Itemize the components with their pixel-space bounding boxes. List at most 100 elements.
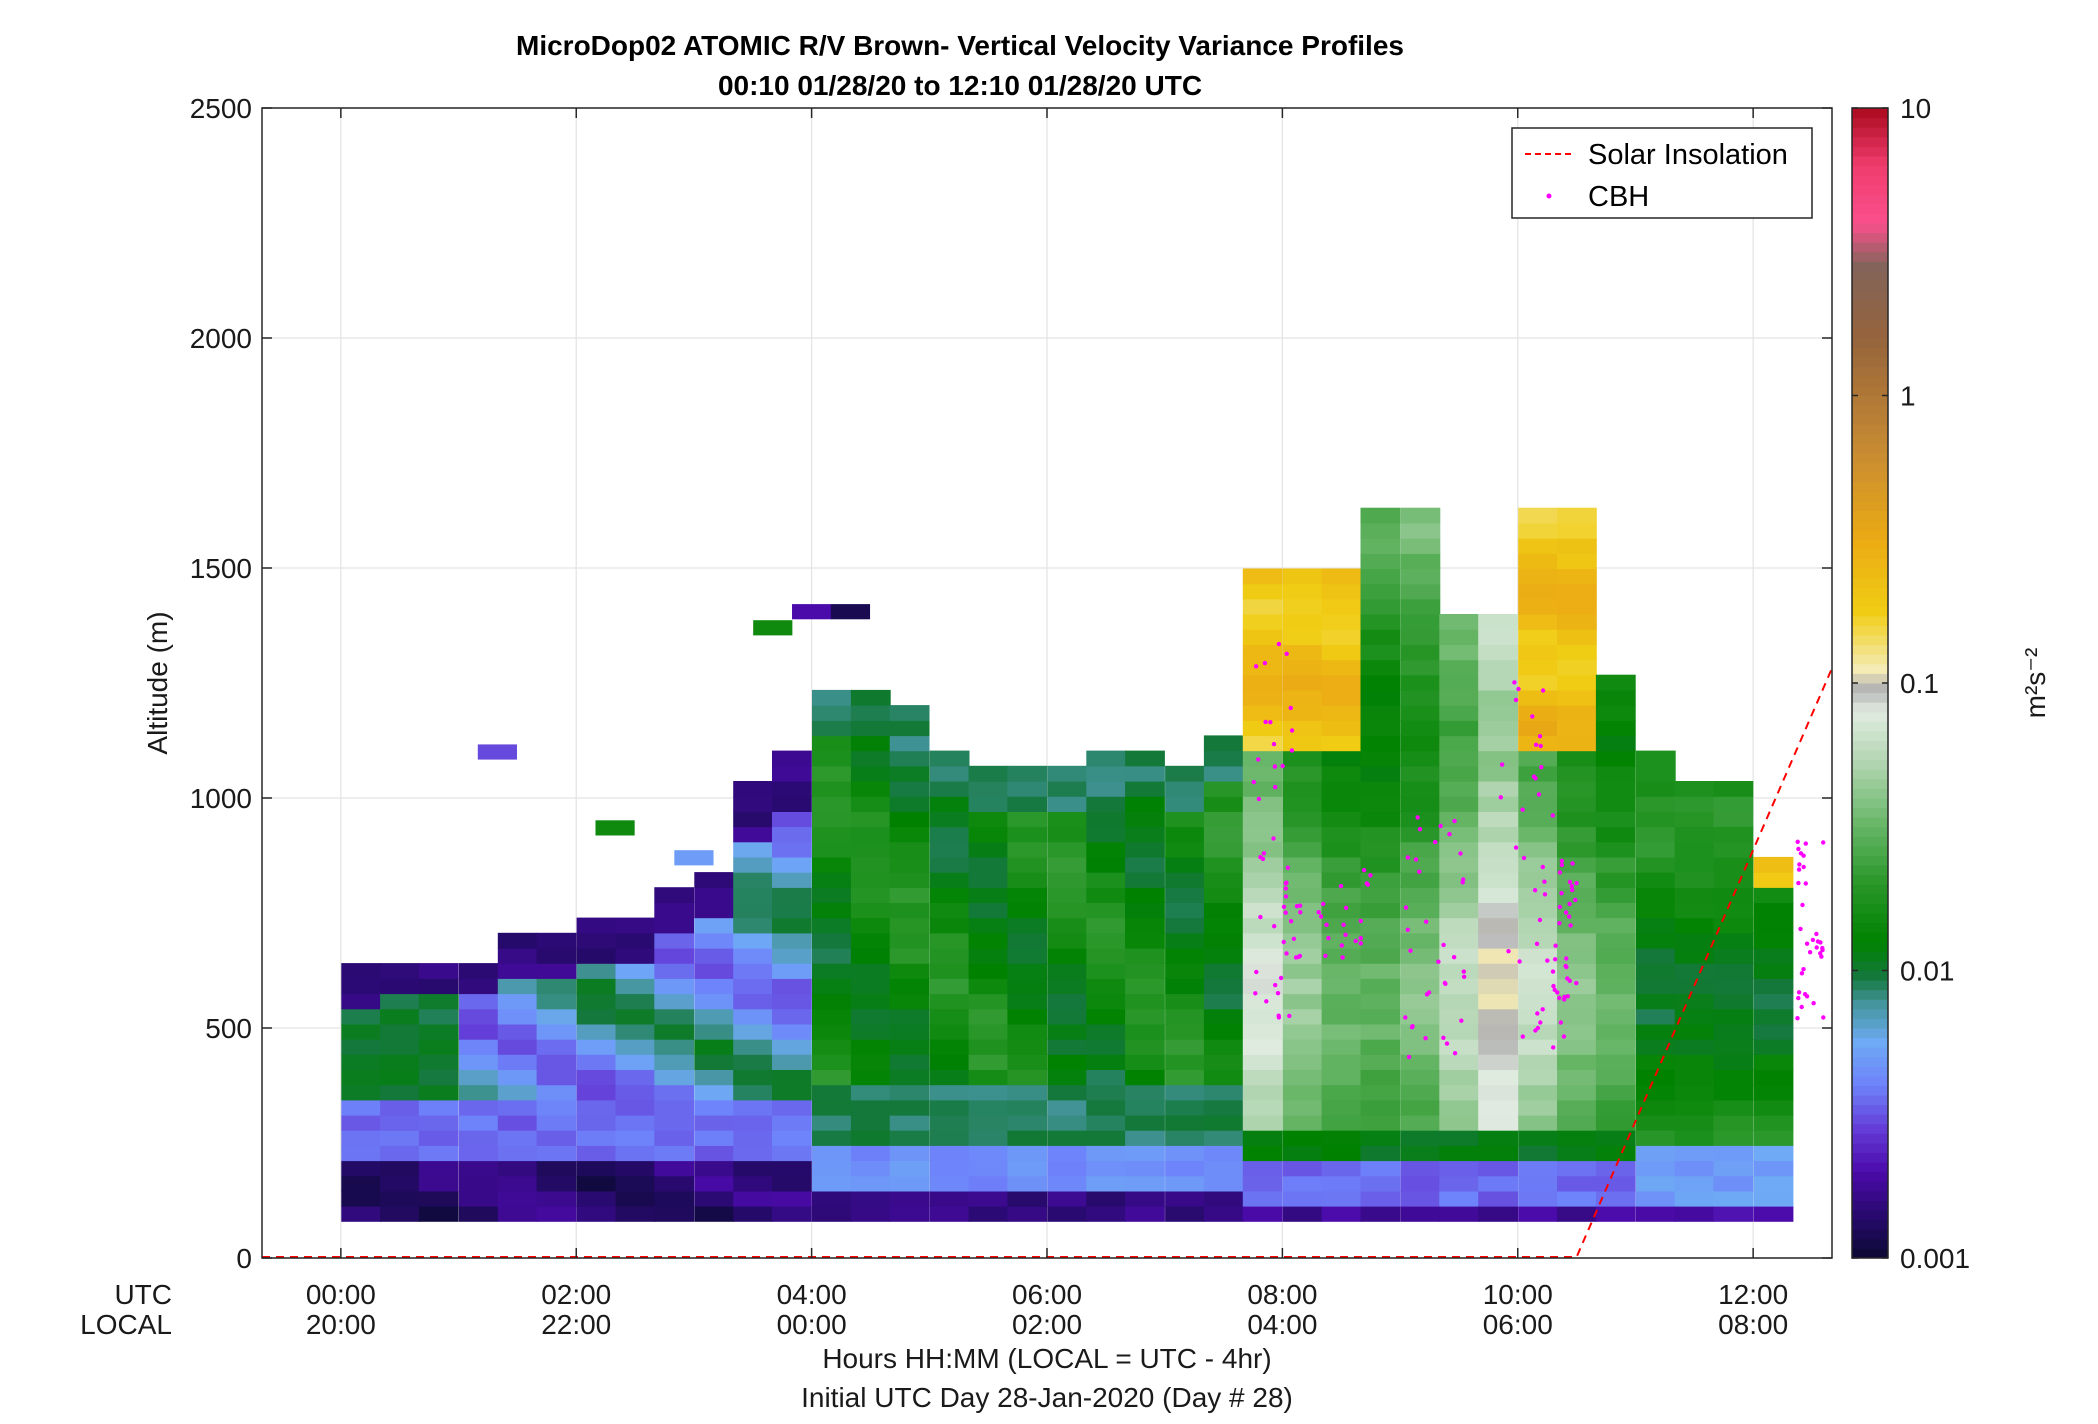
heatmap-cell bbox=[772, 1145, 812, 1162]
heatmap-cell bbox=[733, 978, 773, 995]
heatmap-cell bbox=[929, 1084, 970, 1101]
heatmap-cell bbox=[1518, 1114, 1558, 1131]
heatmap-cell bbox=[497, 1084, 538, 1101]
heatmap-cell bbox=[733, 856, 773, 873]
heatmap-cell bbox=[1674, 917, 1715, 934]
heatmap-cell bbox=[1242, 1008, 1283, 1025]
heatmap-cell bbox=[968, 1008, 1009, 1025]
heatmap-cell bbox=[1360, 1023, 1401, 1040]
heatmap-cell bbox=[1635, 1008, 1676, 1025]
heatmap-cell bbox=[772, 1190, 812, 1207]
heatmap-cell bbox=[1282, 872, 1323, 888]
heatmap-cell bbox=[418, 1069, 459, 1086]
colorbar-tick-label: 1 bbox=[1900, 381, 1916, 412]
heatmap-cell bbox=[1439, 781, 1480, 797]
cbh-dot bbox=[1289, 728, 1295, 733]
heatmap-cell bbox=[1125, 932, 1165, 949]
heatmap-cell bbox=[576, 1039, 617, 1055]
heatmap-cell bbox=[1595, 796, 1636, 812]
heatmap-cell bbox=[1400, 811, 1441, 828]
x-tick-label-utc: 10:00 bbox=[1483, 1279, 1553, 1310]
heatmap-cell bbox=[341, 1145, 382, 1162]
heatmap-cell bbox=[1439, 644, 1480, 661]
heatmap-cell bbox=[1086, 887, 1127, 903]
heatmap-cell bbox=[1713, 1069, 1754, 1086]
heatmap-cell bbox=[1595, 932, 1636, 949]
heatmap-cell bbox=[889, 1084, 930, 1101]
heatmap-cell bbox=[418, 1130, 459, 1146]
heatmap-cell bbox=[1400, 1084, 1441, 1101]
heatmap-isolated-cell bbox=[674, 850, 714, 866]
heatmap-cell bbox=[1595, 826, 1636, 843]
cbh-dot bbox=[1513, 697, 1519, 703]
heatmap-cell bbox=[1753, 963, 1794, 979]
heatmap-cell bbox=[1282, 781, 1323, 797]
heatmap-cell bbox=[1557, 507, 1597, 524]
cbh-dot bbox=[1821, 1015, 1826, 1020]
cbh-dot bbox=[1562, 997, 1567, 1002]
heatmap-cell bbox=[1165, 1008, 1205, 1025]
cbh-dot bbox=[1814, 931, 1819, 937]
colorbar-segment bbox=[1852, 261, 1888, 272]
heatmap-cell bbox=[1242, 796, 1283, 812]
colorbar-segment bbox=[1852, 951, 1888, 962]
heatmap-cell bbox=[1400, 993, 1441, 1010]
heatmap-cell bbox=[1086, 1008, 1127, 1025]
heatmap-cell bbox=[1674, 948, 1715, 964]
heatmap-cell bbox=[694, 1023, 735, 1040]
heatmap-cell bbox=[929, 750, 970, 767]
heatmap-cell bbox=[1400, 841, 1441, 858]
heatmap-cell bbox=[380, 1206, 420, 1222]
heatmap-cell bbox=[733, 1008, 773, 1025]
heatmap-cell bbox=[1518, 1054, 1558, 1070]
heatmap-cell bbox=[1478, 614, 1518, 630]
heatmap-cell bbox=[1635, 887, 1676, 903]
heatmap-cell bbox=[380, 1023, 420, 1040]
heatmap-cell bbox=[1242, 765, 1283, 782]
cbh-dot bbox=[1542, 879, 1547, 884]
cbh-dot bbox=[1796, 995, 1801, 1001]
heatmap-cell bbox=[1557, 568, 1597, 585]
heatmap-cell bbox=[889, 856, 930, 873]
colorbar-segment bbox=[1852, 874, 1888, 885]
heatmap-cell bbox=[1753, 1069, 1794, 1086]
heatmap-cell bbox=[497, 1054, 538, 1070]
heatmap-cell bbox=[1203, 1039, 1244, 1055]
cbh-dot bbox=[1801, 864, 1806, 870]
heatmap-cell bbox=[1400, 963, 1441, 979]
heatmap-cell bbox=[1478, 948, 1518, 964]
heatmap-cell bbox=[1321, 1039, 1362, 1055]
heatmap-cell bbox=[1518, 932, 1558, 949]
heatmap-cell bbox=[1439, 659, 1480, 676]
heatmap-cell bbox=[889, 887, 930, 903]
heatmap-cell bbox=[1518, 993, 1558, 1010]
heatmap-cell bbox=[1713, 917, 1754, 934]
heatmap-cell bbox=[1321, 902, 1362, 919]
heatmap-cell bbox=[1439, 735, 1480, 752]
heatmap-cell bbox=[968, 1039, 1009, 1055]
heatmap-cell bbox=[497, 1069, 538, 1086]
heatmap-cell bbox=[733, 1175, 773, 1192]
heatmap-cell bbox=[1282, 629, 1323, 645]
heatmap-cell bbox=[1086, 917, 1127, 934]
heatmap-cell bbox=[889, 735, 930, 752]
heatmap-cell bbox=[1203, 1069, 1244, 1086]
heatmap-cell bbox=[1518, 1099, 1558, 1116]
heatmap-cell bbox=[1478, 1206, 1518, 1222]
y-tick-label: 2500 bbox=[190, 93, 252, 124]
heatmap-cell bbox=[850, 841, 891, 858]
heatmap-cell bbox=[497, 1206, 538, 1222]
heatmap-cell bbox=[1007, 1008, 1048, 1025]
heatmap-cell bbox=[459, 1175, 499, 1192]
chart-title-line1: MicroDop02 ATOMIC R/V Brown- Vertical Ve… bbox=[516, 30, 1404, 61]
heatmap-cell bbox=[1400, 538, 1441, 554]
heatmap-cell bbox=[1321, 644, 1362, 661]
heatmap-cell bbox=[1203, 811, 1244, 828]
heatmap-cell bbox=[1439, 826, 1480, 843]
heatmap-cell bbox=[1439, 1008, 1480, 1025]
cbh-dot bbox=[1298, 910, 1303, 915]
heatmap-cell bbox=[1242, 568, 1283, 585]
heatmap-cell bbox=[1321, 689, 1362, 706]
heatmap-cell bbox=[1595, 856, 1636, 873]
heatmap-cell bbox=[1007, 1054, 1048, 1070]
